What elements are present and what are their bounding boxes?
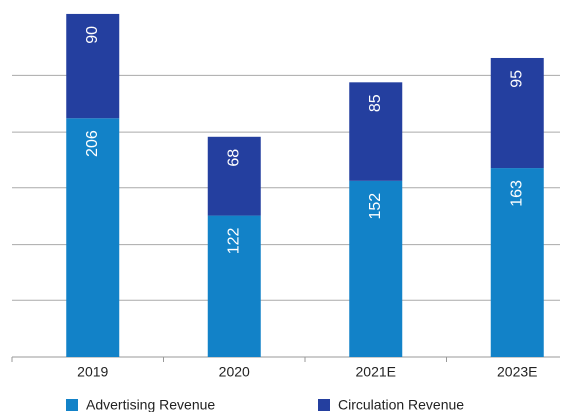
value-label: 90 — [84, 26, 101, 44]
bar-segment — [490, 168, 544, 357]
value-label: 122 — [225, 228, 242, 255]
value-label: 206 — [84, 130, 101, 157]
value-label: 152 — [367, 193, 384, 220]
x-tick-label: 2019 — [77, 364, 108, 380]
bar-segment — [207, 215, 261, 357]
legend-label: Circulation Revenue — [338, 397, 464, 412]
x-tick-label: 2023E — [497, 364, 537, 380]
bar-segment — [490, 57, 544, 169]
bar-segment — [349, 180, 403, 357]
bar-segment — [66, 118, 120, 357]
legend-swatch — [318, 399, 330, 411]
bar-segment — [66, 13, 120, 119]
bar-segment — [207, 136, 261, 216]
legend-swatch — [66, 399, 78, 411]
legend-label: Advertising Revenue — [86, 397, 215, 412]
value-label: 68 — [225, 149, 242, 167]
value-label: 163 — [508, 180, 525, 207]
bar-segment — [349, 82, 403, 181]
value-label: 85 — [367, 94, 384, 112]
value-label: 95 — [508, 70, 525, 88]
x-tick-label: 2021E — [356, 364, 396, 380]
x-tick-label: 2020 — [219, 364, 250, 380]
